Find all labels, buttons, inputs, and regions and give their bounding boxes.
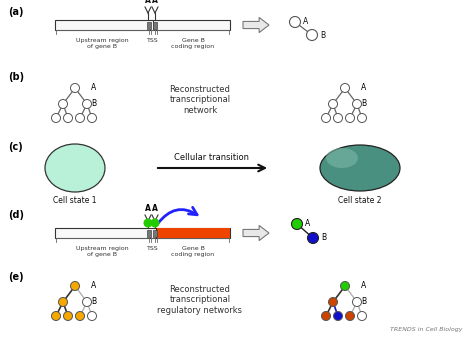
Bar <box>153 21 157 28</box>
Text: A: A <box>361 281 366 291</box>
Circle shape <box>58 298 67 306</box>
Bar <box>156 228 230 238</box>
Text: TSS: TSS <box>147 246 159 251</box>
Text: TSS: TSS <box>147 38 159 43</box>
Text: B: B <box>361 100 366 108</box>
Circle shape <box>346 312 355 320</box>
Circle shape <box>321 114 330 122</box>
Text: A: A <box>303 18 308 26</box>
Circle shape <box>340 281 349 291</box>
Text: A: A <box>152 0 158 5</box>
Text: A: A <box>152 204 158 213</box>
Circle shape <box>308 233 319 243</box>
Text: Cell state 1: Cell state 1 <box>53 196 97 205</box>
Text: A: A <box>305 219 310 228</box>
Text: (d): (d) <box>8 210 24 220</box>
Circle shape <box>346 114 355 122</box>
Circle shape <box>151 219 159 227</box>
Text: (b): (b) <box>8 72 24 82</box>
Text: (e): (e) <box>8 272 24 282</box>
Text: Gene B
coding region: Gene B coding region <box>172 246 215 257</box>
Text: Cellular transition: Cellular transition <box>174 153 249 162</box>
Circle shape <box>88 312 97 320</box>
Circle shape <box>52 114 61 122</box>
Text: TRENDS in Cell Biology: TRENDS in Cell Biology <box>391 327 463 332</box>
Bar <box>153 230 157 237</box>
Circle shape <box>58 100 67 108</box>
Circle shape <box>328 298 337 306</box>
Circle shape <box>88 114 97 122</box>
Circle shape <box>353 298 362 306</box>
Text: A: A <box>361 83 366 93</box>
Circle shape <box>357 312 366 320</box>
Circle shape <box>307 29 318 40</box>
Text: A: A <box>91 281 96 291</box>
Circle shape <box>75 114 84 122</box>
Text: B: B <box>91 298 96 306</box>
Circle shape <box>290 17 301 27</box>
Circle shape <box>328 100 337 108</box>
Text: Cell state 2: Cell state 2 <box>338 196 382 205</box>
Circle shape <box>292 219 302 230</box>
Text: B: B <box>91 100 96 108</box>
Circle shape <box>321 312 330 320</box>
Text: B: B <box>321 234 326 242</box>
Bar <box>55 228 230 238</box>
Text: Upstream region
of gene B: Upstream region of gene B <box>76 246 129 257</box>
Circle shape <box>353 100 362 108</box>
Text: Gene B
coding region: Gene B coding region <box>172 38 215 49</box>
Circle shape <box>144 219 153 227</box>
Circle shape <box>82 100 91 108</box>
Circle shape <box>64 312 73 320</box>
Text: Upstream region
of gene B: Upstream region of gene B <box>76 38 129 49</box>
Text: A: A <box>145 204 151 213</box>
Ellipse shape <box>45 144 105 192</box>
Text: Reconstructed
transcriptional
regulatory networks: Reconstructed transcriptional regulatory… <box>157 285 243 315</box>
Ellipse shape <box>326 148 358 168</box>
Circle shape <box>71 281 80 291</box>
Text: A: A <box>145 0 151 5</box>
Text: (a): (a) <box>8 7 24 17</box>
Circle shape <box>82 298 91 306</box>
Bar <box>147 230 151 237</box>
Bar <box>55 20 230 30</box>
FancyArrow shape <box>243 17 269 33</box>
Circle shape <box>64 114 73 122</box>
Circle shape <box>334 312 343 320</box>
Circle shape <box>71 83 80 93</box>
Ellipse shape <box>320 145 400 191</box>
Text: B: B <box>320 31 325 40</box>
Circle shape <box>52 312 61 320</box>
Text: Reconstructed
transcriptional
network: Reconstructed transcriptional network <box>169 85 230 115</box>
Text: A: A <box>91 83 96 93</box>
Bar <box>147 21 151 28</box>
FancyArrow shape <box>243 225 269 241</box>
Text: (c): (c) <box>8 142 23 152</box>
Text: B: B <box>361 298 366 306</box>
Circle shape <box>357 114 366 122</box>
Circle shape <box>75 312 84 320</box>
Circle shape <box>334 114 343 122</box>
Circle shape <box>340 83 349 93</box>
